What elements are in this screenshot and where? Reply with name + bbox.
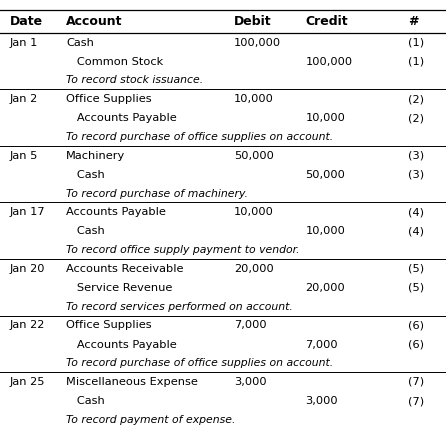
Text: 100,000: 100,000 xyxy=(234,38,281,48)
Text: (1): (1) xyxy=(408,57,424,67)
Text: To record office supply payment to vendor.: To record office supply payment to vendo… xyxy=(66,245,300,255)
Text: Jan 2: Jan 2 xyxy=(10,94,38,104)
Text: (2): (2) xyxy=(408,94,424,104)
Text: Jan 5: Jan 5 xyxy=(10,151,38,161)
Text: Accounts Receivable: Accounts Receivable xyxy=(66,264,183,274)
Text: (3): (3) xyxy=(408,170,424,180)
Text: Service Revenue: Service Revenue xyxy=(66,283,173,293)
Text: Jan 25: Jan 25 xyxy=(10,377,45,387)
Text: Office Supplies: Office Supplies xyxy=(66,320,152,330)
Text: 10,000: 10,000 xyxy=(306,226,345,236)
Text: Jan 17: Jan 17 xyxy=(10,207,45,217)
Text: Common Stock: Common Stock xyxy=(66,57,163,67)
Text: Cash: Cash xyxy=(66,38,94,48)
Text: 7,000: 7,000 xyxy=(306,339,338,349)
Text: (4): (4) xyxy=(408,226,424,236)
Text: To record purchase of machinery.: To record purchase of machinery. xyxy=(66,188,248,198)
Text: Jan 20: Jan 20 xyxy=(10,264,45,274)
Text: 20,000: 20,000 xyxy=(306,283,345,293)
Text: 100,000: 100,000 xyxy=(306,57,353,67)
Text: Accounts Payable: Accounts Payable xyxy=(66,339,177,349)
Text: 3,000: 3,000 xyxy=(306,396,338,406)
Text: (2): (2) xyxy=(408,113,424,123)
Text: #: # xyxy=(408,15,419,28)
Text: To record stock issuance.: To record stock issuance. xyxy=(66,75,203,85)
Text: To record purchase of office supplies on account.: To record purchase of office supplies on… xyxy=(66,132,333,142)
Text: Account: Account xyxy=(66,15,123,28)
Text: Jan 1: Jan 1 xyxy=(10,38,38,48)
Text: 7,000: 7,000 xyxy=(234,320,267,330)
Text: 10,000: 10,000 xyxy=(306,113,345,123)
Text: 10,000: 10,000 xyxy=(234,207,274,217)
Text: To record payment of expense.: To record payment of expense. xyxy=(66,415,235,425)
Text: (6): (6) xyxy=(408,320,424,330)
Text: Cash: Cash xyxy=(66,226,105,236)
Text: Cash: Cash xyxy=(66,170,105,180)
Text: To record services performed on account.: To record services performed on account. xyxy=(66,302,293,312)
Text: Office Supplies: Office Supplies xyxy=(66,94,152,104)
Text: 50,000: 50,000 xyxy=(234,151,274,161)
Text: (5): (5) xyxy=(408,264,424,274)
Text: (7): (7) xyxy=(408,377,424,387)
Text: (5): (5) xyxy=(408,283,424,293)
Text: 3,000: 3,000 xyxy=(234,377,267,387)
Text: (6): (6) xyxy=(408,339,424,349)
Text: 50,000: 50,000 xyxy=(306,170,345,180)
Text: To record purchase of office supplies on account.: To record purchase of office supplies on… xyxy=(66,358,333,368)
Text: Miscellaneous Expense: Miscellaneous Expense xyxy=(66,377,198,387)
Text: Cash: Cash xyxy=(66,396,105,406)
Text: (4): (4) xyxy=(408,207,424,217)
Text: Debit: Debit xyxy=(234,15,272,28)
Text: Jan 22: Jan 22 xyxy=(10,320,45,330)
Text: 20,000: 20,000 xyxy=(234,264,274,274)
Text: Accounts Payable: Accounts Payable xyxy=(66,207,166,217)
Text: Accounts Payable: Accounts Payable xyxy=(66,113,177,123)
Text: (3): (3) xyxy=(408,151,424,161)
Text: (7): (7) xyxy=(408,396,424,406)
Text: (1): (1) xyxy=(408,38,424,48)
Text: Date: Date xyxy=(10,15,43,28)
Text: Machinery: Machinery xyxy=(66,151,125,161)
Text: Credit: Credit xyxy=(306,15,348,28)
Text: 10,000: 10,000 xyxy=(234,94,274,104)
